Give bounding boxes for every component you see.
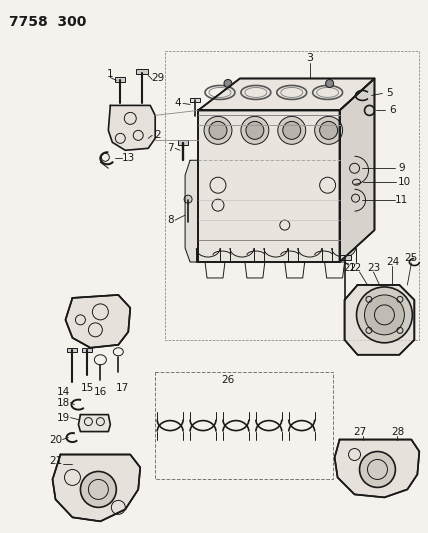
Circle shape <box>315 116 342 144</box>
Polygon shape <box>185 160 198 262</box>
Text: 27: 27 <box>353 426 366 437</box>
Text: 6: 6 <box>389 106 396 116</box>
Polygon shape <box>345 285 414 355</box>
Circle shape <box>357 287 412 343</box>
Text: 7: 7 <box>167 143 173 154</box>
Text: 29: 29 <box>152 74 165 84</box>
Text: 8: 8 <box>167 215 173 225</box>
Bar <box>190 99 200 102</box>
Circle shape <box>80 472 116 507</box>
Circle shape <box>283 122 301 139</box>
Text: 3: 3 <box>306 53 313 62</box>
Text: 10: 10 <box>398 177 411 187</box>
Circle shape <box>320 122 338 139</box>
Text: 12: 12 <box>349 263 362 273</box>
Text: 28: 28 <box>391 426 404 437</box>
Text: 26: 26 <box>221 375 235 385</box>
Circle shape <box>326 79 333 87</box>
Circle shape <box>184 195 192 203</box>
Text: 9: 9 <box>398 163 405 173</box>
Text: 23: 23 <box>367 263 380 273</box>
Text: 2: 2 <box>154 131 160 140</box>
Text: 24: 24 <box>386 257 399 267</box>
Polygon shape <box>108 106 155 150</box>
Bar <box>68 348 77 352</box>
Bar <box>339 255 351 260</box>
Polygon shape <box>65 295 130 348</box>
Text: 1: 1 <box>107 69 114 78</box>
Polygon shape <box>335 440 419 497</box>
Polygon shape <box>339 78 374 262</box>
Circle shape <box>209 122 227 139</box>
Text: 4: 4 <box>175 99 181 108</box>
Text: 19: 19 <box>57 413 70 423</box>
Text: 11: 11 <box>395 195 408 205</box>
Text: 21: 21 <box>49 456 62 466</box>
Circle shape <box>241 116 269 144</box>
Bar <box>178 140 188 146</box>
Text: 14: 14 <box>57 386 70 397</box>
Polygon shape <box>78 415 110 432</box>
Circle shape <box>224 79 232 87</box>
Polygon shape <box>198 78 374 110</box>
Circle shape <box>246 122 264 139</box>
Text: 5: 5 <box>386 88 393 99</box>
Polygon shape <box>198 110 339 262</box>
Circle shape <box>204 116 232 144</box>
Text: 17: 17 <box>116 383 129 393</box>
Circle shape <box>278 116 306 144</box>
Bar <box>83 348 92 352</box>
Bar <box>115 77 125 83</box>
Text: 20: 20 <box>49 434 62 445</box>
Bar <box>155 372 333 480</box>
Text: 15: 15 <box>81 383 94 393</box>
Bar <box>136 69 148 74</box>
Bar <box>165 51 419 340</box>
Text: 7758  300: 7758 300 <box>9 15 86 29</box>
Circle shape <box>360 451 395 487</box>
Text: 22: 22 <box>343 263 356 273</box>
Polygon shape <box>53 455 140 521</box>
Text: 16: 16 <box>94 386 107 397</box>
Text: 13: 13 <box>122 154 135 163</box>
Text: 25: 25 <box>405 253 418 263</box>
Text: 18: 18 <box>57 398 70 408</box>
Circle shape <box>365 295 404 335</box>
